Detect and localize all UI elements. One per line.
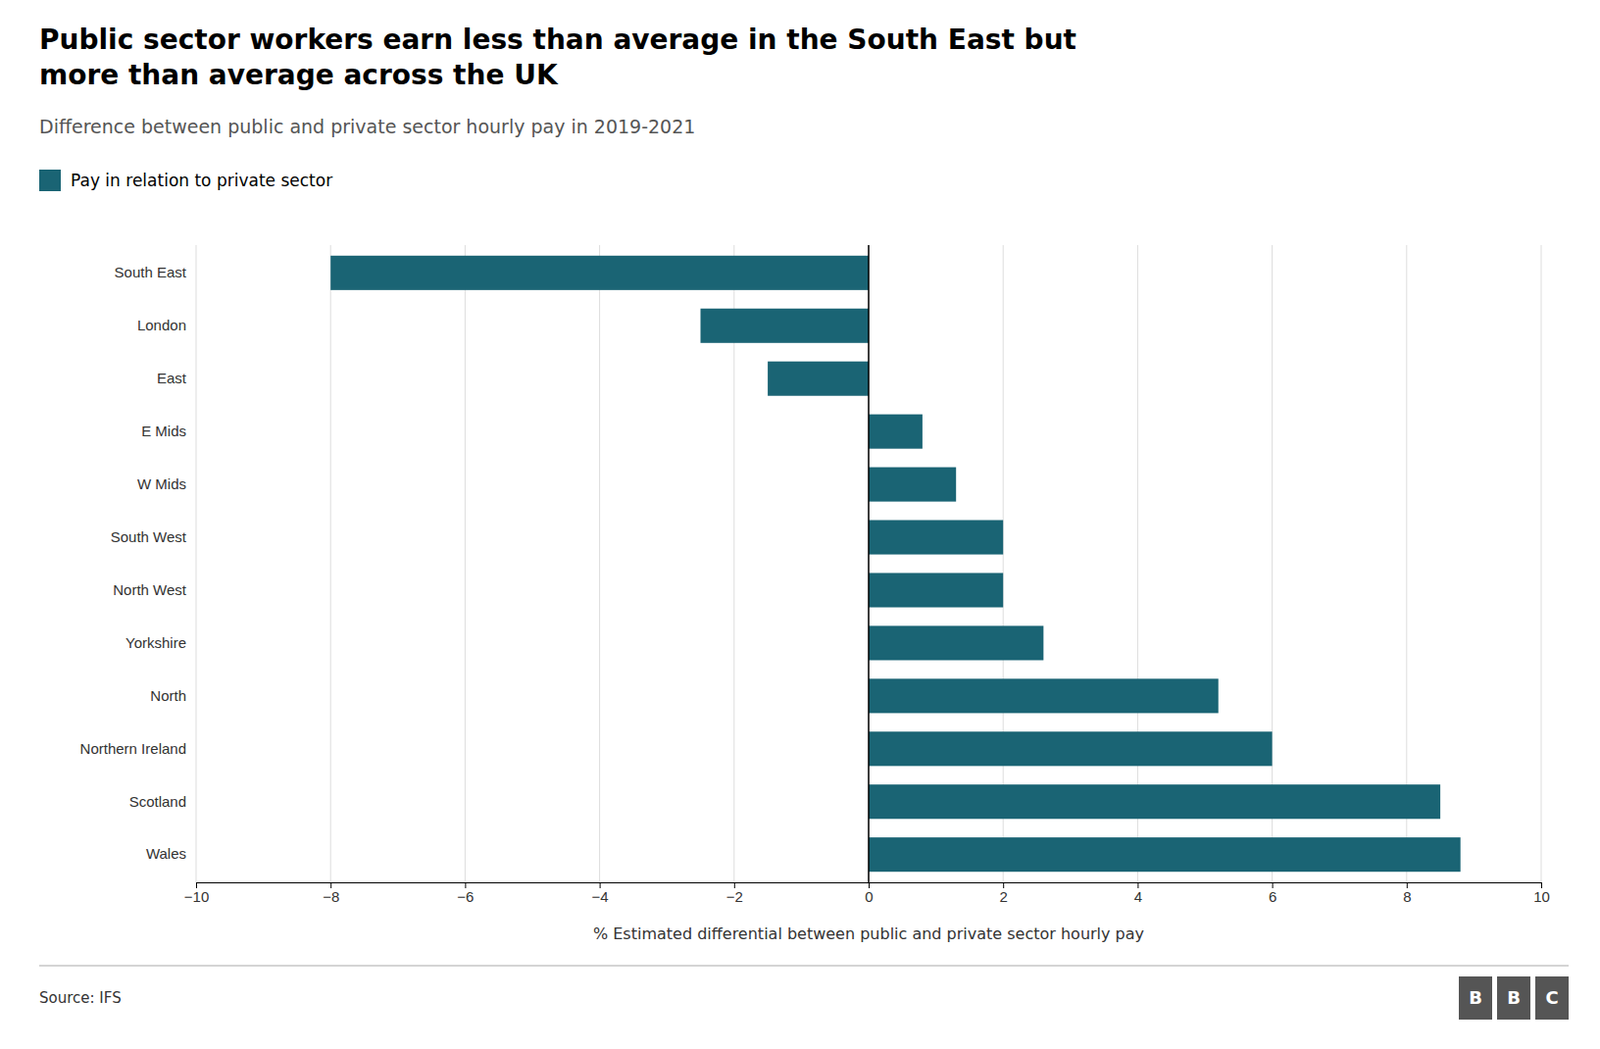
logo-box bbox=[1535, 976, 1569, 1020]
x-tick-label: −4 bbox=[592, 888, 609, 905]
bar bbox=[868, 519, 1003, 554]
y-tick-label: London bbox=[137, 316, 187, 334]
y-tick: Wales bbox=[146, 845, 197, 862]
y-tick: Northern Ireland bbox=[80, 740, 197, 757]
bar bbox=[868, 572, 1003, 607]
chart: Public sector workers earn less than ave… bbox=[0, 0, 1600, 1049]
y-tick: Scotland bbox=[129, 793, 197, 810]
logo-letter: C bbox=[1545, 987, 1558, 1008]
grid-line bbox=[464, 245, 466, 883]
y-tick: E Mids bbox=[141, 422, 197, 440]
y-tick-label: Scotland bbox=[129, 793, 187, 810]
title: Public sector workers earn less than ave… bbox=[39, 23, 1077, 56]
x-tick-label: −8 bbox=[322, 888, 340, 905]
y-tick: South East bbox=[114, 263, 197, 281]
bar bbox=[868, 784, 1441, 819]
x-tick: −10 bbox=[184, 882, 209, 905]
x-tick-label: −6 bbox=[456, 888, 474, 905]
x-tick: 0 bbox=[864, 882, 873, 905]
subtitle: Difference between public and private se… bbox=[39, 115, 696, 138]
bar bbox=[868, 414, 923, 450]
x-axis: −10 −8 −6 −4 −2 0 2 4 6 8 10 bbox=[184, 882, 1550, 905]
x-tick-label: 8 bbox=[1402, 888, 1411, 905]
legend-swatch bbox=[39, 169, 61, 192]
x-tick: 10 bbox=[1533, 882, 1550, 905]
bars bbox=[330, 255, 1460, 872]
grid-line bbox=[599, 245, 600, 883]
x-tick: −8 bbox=[322, 882, 340, 905]
x-axis-title: % Estimated differential between public … bbox=[593, 924, 1145, 944]
plot-area: −10 −8 −6 −4 −2 0 2 4 6 8 10 South East London East E … bbox=[80, 245, 1550, 905]
x-tick-label: 0 bbox=[864, 888, 873, 905]
x-tick-label: 2 bbox=[1000, 888, 1008, 905]
y-tick-label: South West bbox=[110, 528, 188, 546]
title: more than average across the UK bbox=[39, 58, 559, 92]
grid-line bbox=[1541, 245, 1543, 883]
x-tick: 8 bbox=[1402, 882, 1411, 905]
y-tick-label: W Mids bbox=[137, 475, 187, 493]
x-tick: 6 bbox=[1268, 882, 1277, 905]
y-tick: North West bbox=[112, 581, 197, 599]
y-tick-label: North bbox=[150, 687, 187, 704]
logo-letter: B bbox=[1468, 987, 1483, 1008]
x-tick: −6 bbox=[456, 882, 474, 905]
bar bbox=[868, 678, 1219, 713]
bar bbox=[767, 361, 869, 397]
y-tick: North bbox=[150, 687, 197, 704]
legend-label: Pay in relation to private sector bbox=[70, 170, 333, 191]
x-tick: −2 bbox=[726, 882, 744, 905]
logo-letter: B bbox=[1506, 987, 1521, 1008]
y-tick-label: Wales bbox=[146, 845, 187, 862]
x-tick-label: −2 bbox=[726, 888, 744, 905]
x-tick-label: 10 bbox=[1533, 888, 1550, 905]
logo-box bbox=[1458, 976, 1493, 1020]
y-tick-label: E Mids bbox=[141, 422, 187, 440]
y-tick: East bbox=[156, 369, 197, 387]
x-tick-label: −10 bbox=[184, 888, 209, 905]
bar bbox=[330, 255, 869, 291]
grid bbox=[196, 245, 1542, 883]
bar bbox=[868, 467, 956, 502]
bar bbox=[868, 837, 1461, 872]
y-tick-label: Northern Ireland bbox=[80, 740, 187, 757]
grid-line bbox=[196, 245, 198, 883]
grid-line bbox=[330, 245, 332, 883]
logo-box bbox=[1497, 976, 1531, 1020]
x-tick-label: 6 bbox=[1268, 888, 1277, 905]
bar bbox=[700, 308, 870, 344]
x-tick: 2 bbox=[1000, 882, 1008, 905]
y-tick: W Mids bbox=[137, 475, 197, 493]
grid-line bbox=[868, 245, 870, 883]
y-tick: Yorkshire bbox=[125, 634, 197, 651]
bar bbox=[868, 731, 1273, 766]
y-tick-label: East bbox=[156, 369, 188, 387]
separator bbox=[39, 965, 1569, 967]
legend-item: Pay in relation to private sector bbox=[39, 169, 333, 192]
zero-line bbox=[867, 245, 870, 883]
y-tick: London bbox=[137, 316, 197, 334]
source: Source: IFS bbox=[39, 989, 122, 1007]
x-tick: −4 bbox=[592, 882, 609, 905]
x-tick-label: 4 bbox=[1134, 888, 1143, 905]
y-axis: South East London East E Mids W Mids South We… bbox=[80, 263, 197, 862]
bar bbox=[868, 625, 1044, 660]
y-tick-label: North West bbox=[112, 581, 188, 599]
logo: BBC bbox=[1458, 976, 1569, 1020]
y-tick-label: Yorkshire bbox=[125, 634, 187, 651]
y-tick-label: South East bbox=[114, 263, 188, 281]
y-tick: South West bbox=[110, 528, 197, 546]
x-tick: 4 bbox=[1134, 882, 1143, 905]
